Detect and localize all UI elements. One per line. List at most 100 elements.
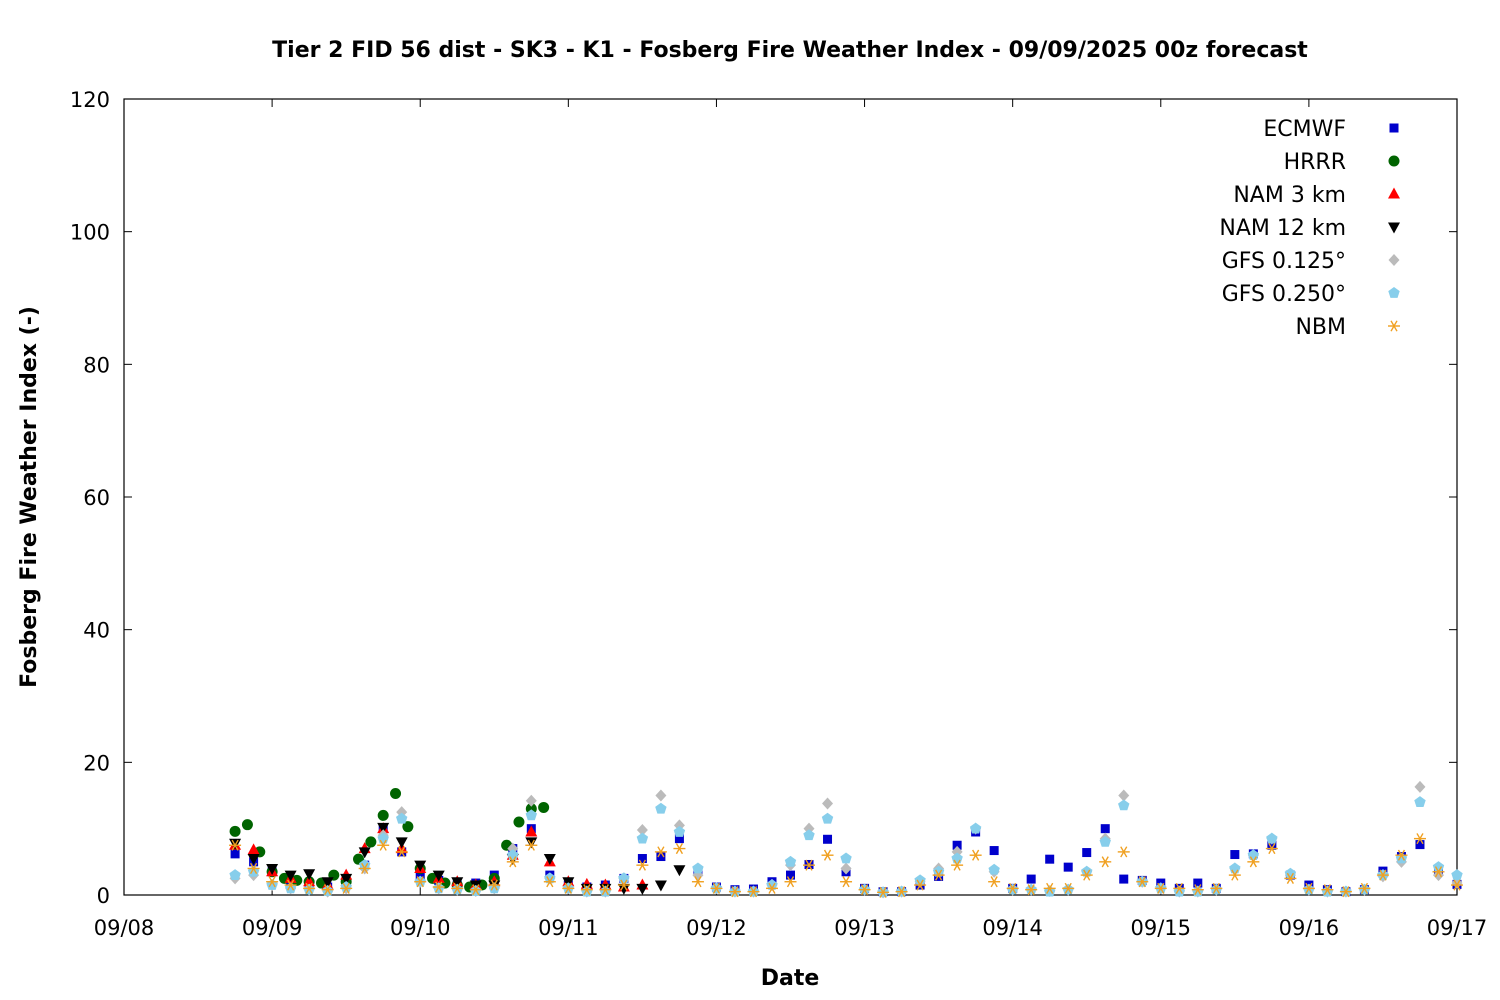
legend-label: NAM 3 km [1233, 183, 1346, 208]
data-point [1432, 861, 1445, 872]
data-point [840, 876, 853, 888]
data-point [747, 886, 760, 898]
data-point [1080, 869, 1093, 881]
x-tick-label: 09/13 [834, 916, 895, 940]
data-point [803, 859, 816, 871]
y-tick-label: 0 [97, 884, 110, 908]
legend-label: ECMWF [1263, 117, 1346, 142]
data-point [247, 854, 260, 866]
data-point [1358, 882, 1371, 894]
data-point [969, 849, 982, 861]
data-point [1026, 874, 1036, 884]
data-point [952, 840, 962, 850]
data-point [1154, 882, 1167, 894]
data-point [525, 794, 537, 807]
data-point [914, 874, 926, 886]
data-point [1099, 835, 1111, 847]
data-point [303, 869, 316, 881]
data-point [525, 825, 538, 837]
data-point [637, 854, 647, 864]
data-point [1229, 862, 1241, 874]
axis-ticks: 09/08 09/09 09/10 09/11 09/12 09/13 09/14 09/15… [70, 88, 1487, 940]
data-point [340, 882, 353, 894]
data-point [414, 860, 427, 872]
data-point [432, 870, 445, 882]
data-point [822, 797, 834, 810]
data-point [1451, 879, 1463, 891]
data-point [673, 843, 686, 855]
data-point [1228, 869, 1241, 881]
data-point [1414, 780, 1426, 793]
data-point [710, 882, 723, 894]
series-circle [229, 788, 550, 893]
data-point [241, 819, 253, 831]
data-point [1043, 882, 1056, 894]
data-point [506, 856, 519, 868]
data-point [1451, 869, 1463, 880]
data-point [1191, 884, 1204, 896]
data-point [1082, 848, 1092, 858]
x-tick-label: 09/16 [1279, 916, 1340, 940]
data-point [951, 859, 964, 871]
data-point [513, 816, 525, 828]
data-point [766, 879, 778, 890]
data-point [655, 789, 667, 802]
data-point [784, 855, 797, 867]
y-axis-label: Fosberg Fire Weather Index (-) [17, 306, 42, 688]
legend-marker [1388, 155, 1400, 167]
data-point [1100, 824, 1110, 834]
data-point [562, 882, 575, 894]
data-point [451, 882, 464, 894]
data-point [1136, 876, 1149, 888]
data-point [1432, 866, 1445, 878]
data-point [636, 832, 649, 844]
data-points [229, 780, 1463, 899]
x-tick-label: 09/14 [982, 916, 1043, 940]
data-point [656, 852, 666, 862]
data-point [654, 846, 667, 858]
data-point [1284, 872, 1297, 884]
data-point [951, 852, 963, 864]
data-point [1339, 886, 1352, 898]
data-point [988, 863, 1000, 875]
data-point [358, 862, 371, 875]
legend-label: NAM 12 km [1219, 216, 1346, 241]
data-point [1081, 865, 1093, 877]
data-point [858, 884, 871, 896]
data-point [1265, 843, 1278, 855]
data-point [414, 876, 427, 888]
data-point [691, 876, 704, 888]
data-point [1062, 882, 1075, 894]
data-point [969, 822, 982, 834]
data-point [1117, 846, 1130, 858]
data-point [1099, 856, 1112, 868]
x-axis-label: Date [761, 966, 820, 991]
legend-label: GFS 0.250° [1222, 282, 1346, 307]
data-point [266, 876, 279, 888]
data-point [229, 839, 242, 851]
data-point [1247, 856, 1260, 868]
x-tick-label: 09/15 [1131, 916, 1192, 940]
legend-marker [1388, 222, 1400, 234]
data-point [229, 869, 241, 880]
data-point [358, 847, 371, 859]
data-point [1025, 884, 1038, 896]
data-point [821, 849, 834, 861]
data-point [674, 834, 684, 844]
data-point [395, 837, 408, 849]
data-point [1284, 867, 1297, 879]
data-point [365, 836, 377, 848]
x-tick-label: 09/12 [686, 916, 747, 940]
data-point [469, 884, 482, 896]
data-point [692, 862, 704, 874]
data-point [525, 839, 538, 851]
legend-marker [1389, 123, 1399, 133]
data-point [1119, 874, 1129, 884]
data-point [451, 877, 464, 889]
x-tick-label: 09/10 [390, 916, 451, 940]
data-point [784, 876, 797, 888]
data-point [914, 879, 927, 891]
data-point [765, 882, 778, 894]
data-point [247, 843, 260, 855]
